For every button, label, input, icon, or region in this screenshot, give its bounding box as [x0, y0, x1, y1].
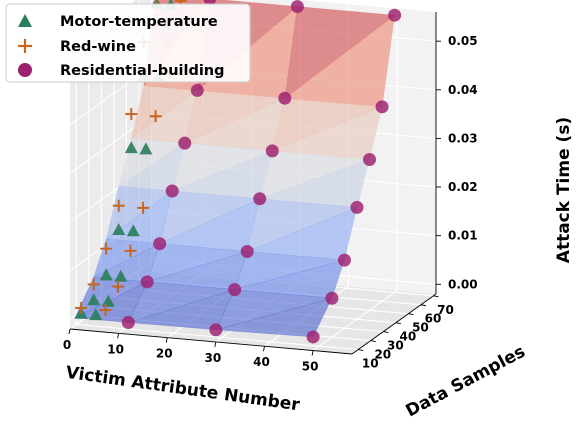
surface-facet	[215, 297, 333, 338]
z-tick-label: 0.02	[448, 180, 478, 194]
grid-line-y	[76, 323, 359, 351]
surface-facet	[172, 150, 273, 200]
x-tick-mark	[263, 346, 265, 352]
data-point-circle	[325, 291, 339, 305]
data-point-triangle	[101, 294, 115, 307]
axis-lines	[69, 12, 437, 355]
surface-facet	[128, 289, 236, 331]
grid-line-x	[312, 290, 398, 351]
y-tick-label: 30	[387, 339, 404, 353]
y-axis-line	[351, 293, 437, 355]
y-tick-mark	[383, 331, 389, 334]
y-tick-label: 10	[362, 357, 379, 371]
x-tick-mark	[68, 328, 71, 335]
legend-circle-marker	[18, 63, 32, 77]
x-tick-label: 10	[107, 342, 124, 356]
z-tick-label: 0.01	[448, 229, 478, 243]
data-point-circle	[240, 244, 254, 258]
x-tick-label: 30	[205, 351, 222, 365]
x-tick-mark	[117, 333, 120, 339]
data-point-circle	[178, 136, 192, 150]
data-point-circle	[153, 237, 167, 251]
legend-label-1: Red-wine	[60, 39, 136, 55]
x-tick-mark	[165, 337, 168, 343]
y-axis-label: Data Samples	[403, 342, 529, 422]
data-point-triangle	[124, 141, 138, 154]
x-tick-label: 20	[156, 347, 173, 361]
x-tick-mark	[311, 350, 314, 356]
surface-facet	[117, 142, 186, 192]
data-point-plus	[155, 0, 158, 5]
z-tick-label: 0.05	[448, 34, 478, 48]
data-point-circle	[253, 192, 267, 206]
z-axis-label: Attack Time (s)	[554, 117, 574, 263]
data-point-circle	[388, 8, 402, 22]
x-axis-label: Victim Attribute Number	[64, 363, 301, 416]
surface-facet	[259, 150, 370, 200]
y-tick-label: 50	[412, 321, 429, 335]
x-tick-label: 0	[63, 338, 71, 352]
data-point-circle	[165, 184, 179, 198]
legend: Motor-temperature Red-wine Residential-b…	[5, 3, 251, 83]
x-tick-label: 50	[302, 360, 319, 374]
data-point-triangle	[114, 269, 128, 282]
data-point-triangle	[126, 224, 140, 237]
x-tick-mark	[214, 341, 217, 348]
data-point-circle	[350, 200, 364, 214]
data-point-triangle	[87, 293, 101, 306]
data-point-plus	[124, 244, 137, 257]
data-point-plus	[87, 278, 100, 291]
legend-triangle-marker	[18, 14, 32, 27]
y-tick-mark	[370, 340, 376, 343]
surface-facet	[283, 14, 395, 108]
data-point-plus	[137, 201, 150, 214]
data-point-circle	[278, 91, 292, 105]
z-tick-label: 0.00	[448, 277, 478, 291]
data-point-circle	[140, 275, 154, 289]
data-point-circle	[209, 323, 223, 337]
data-point-plus	[100, 242, 113, 255]
data-point-plus	[111, 280, 124, 293]
legend-label-2: Residential-building	[60, 63, 225, 79]
data-point-circle	[290, 0, 304, 14]
data-point-triangle	[99, 268, 113, 281]
data-point-triangle	[112, 223, 126, 235]
surface-facet	[130, 85, 199, 140]
y-tick-mark	[358, 349, 364, 351]
data-point-circle	[121, 316, 135, 330]
data-point-circle	[190, 83, 204, 97]
data-point-circle	[375, 100, 389, 114]
data-point-plus	[99, 304, 112, 317]
data-point-plus	[112, 199, 125, 212]
y-tick-label: 70	[437, 303, 454, 317]
legend-box	[5, 3, 251, 83]
data-point-circle	[337, 253, 351, 267]
y-tick-mark	[395, 322, 401, 325]
y-tick-label: 60	[425, 312, 442, 326]
y-tick-label: 20	[374, 348, 391, 362]
x-axis-line	[69, 328, 353, 355]
data-point-circle	[363, 153, 377, 167]
y-tick-mark	[420, 304, 427, 307]
z-tick-label: 0.03	[448, 131, 478, 145]
y-tick-mark	[408, 313, 414, 316]
legend-label-0: Motor-temperature	[60, 14, 218, 30]
data-point-plus	[125, 108, 138, 121]
data-point-plus	[149, 110, 162, 123]
data-point-plus	[75, 301, 88, 314]
data-point-triangle	[89, 308, 103, 321]
data-point-circle	[228, 283, 242, 297]
z-tick-label: 0.04	[448, 83, 478, 97]
data-point-circle	[306, 330, 320, 344]
y-tick-mark	[433, 295, 439, 298]
data-point-circle	[265, 144, 279, 158]
tick-labels: 0 10 20 30 40 50 102030405060700.000.010.020.0…	[63, 34, 478, 373]
x-tick-label: 40	[253, 355, 270, 369]
y-tick-label: 40	[400, 330, 417, 344]
data-point-triangle	[139, 142, 153, 155]
legend-plus-marker	[18, 39, 32, 53]
